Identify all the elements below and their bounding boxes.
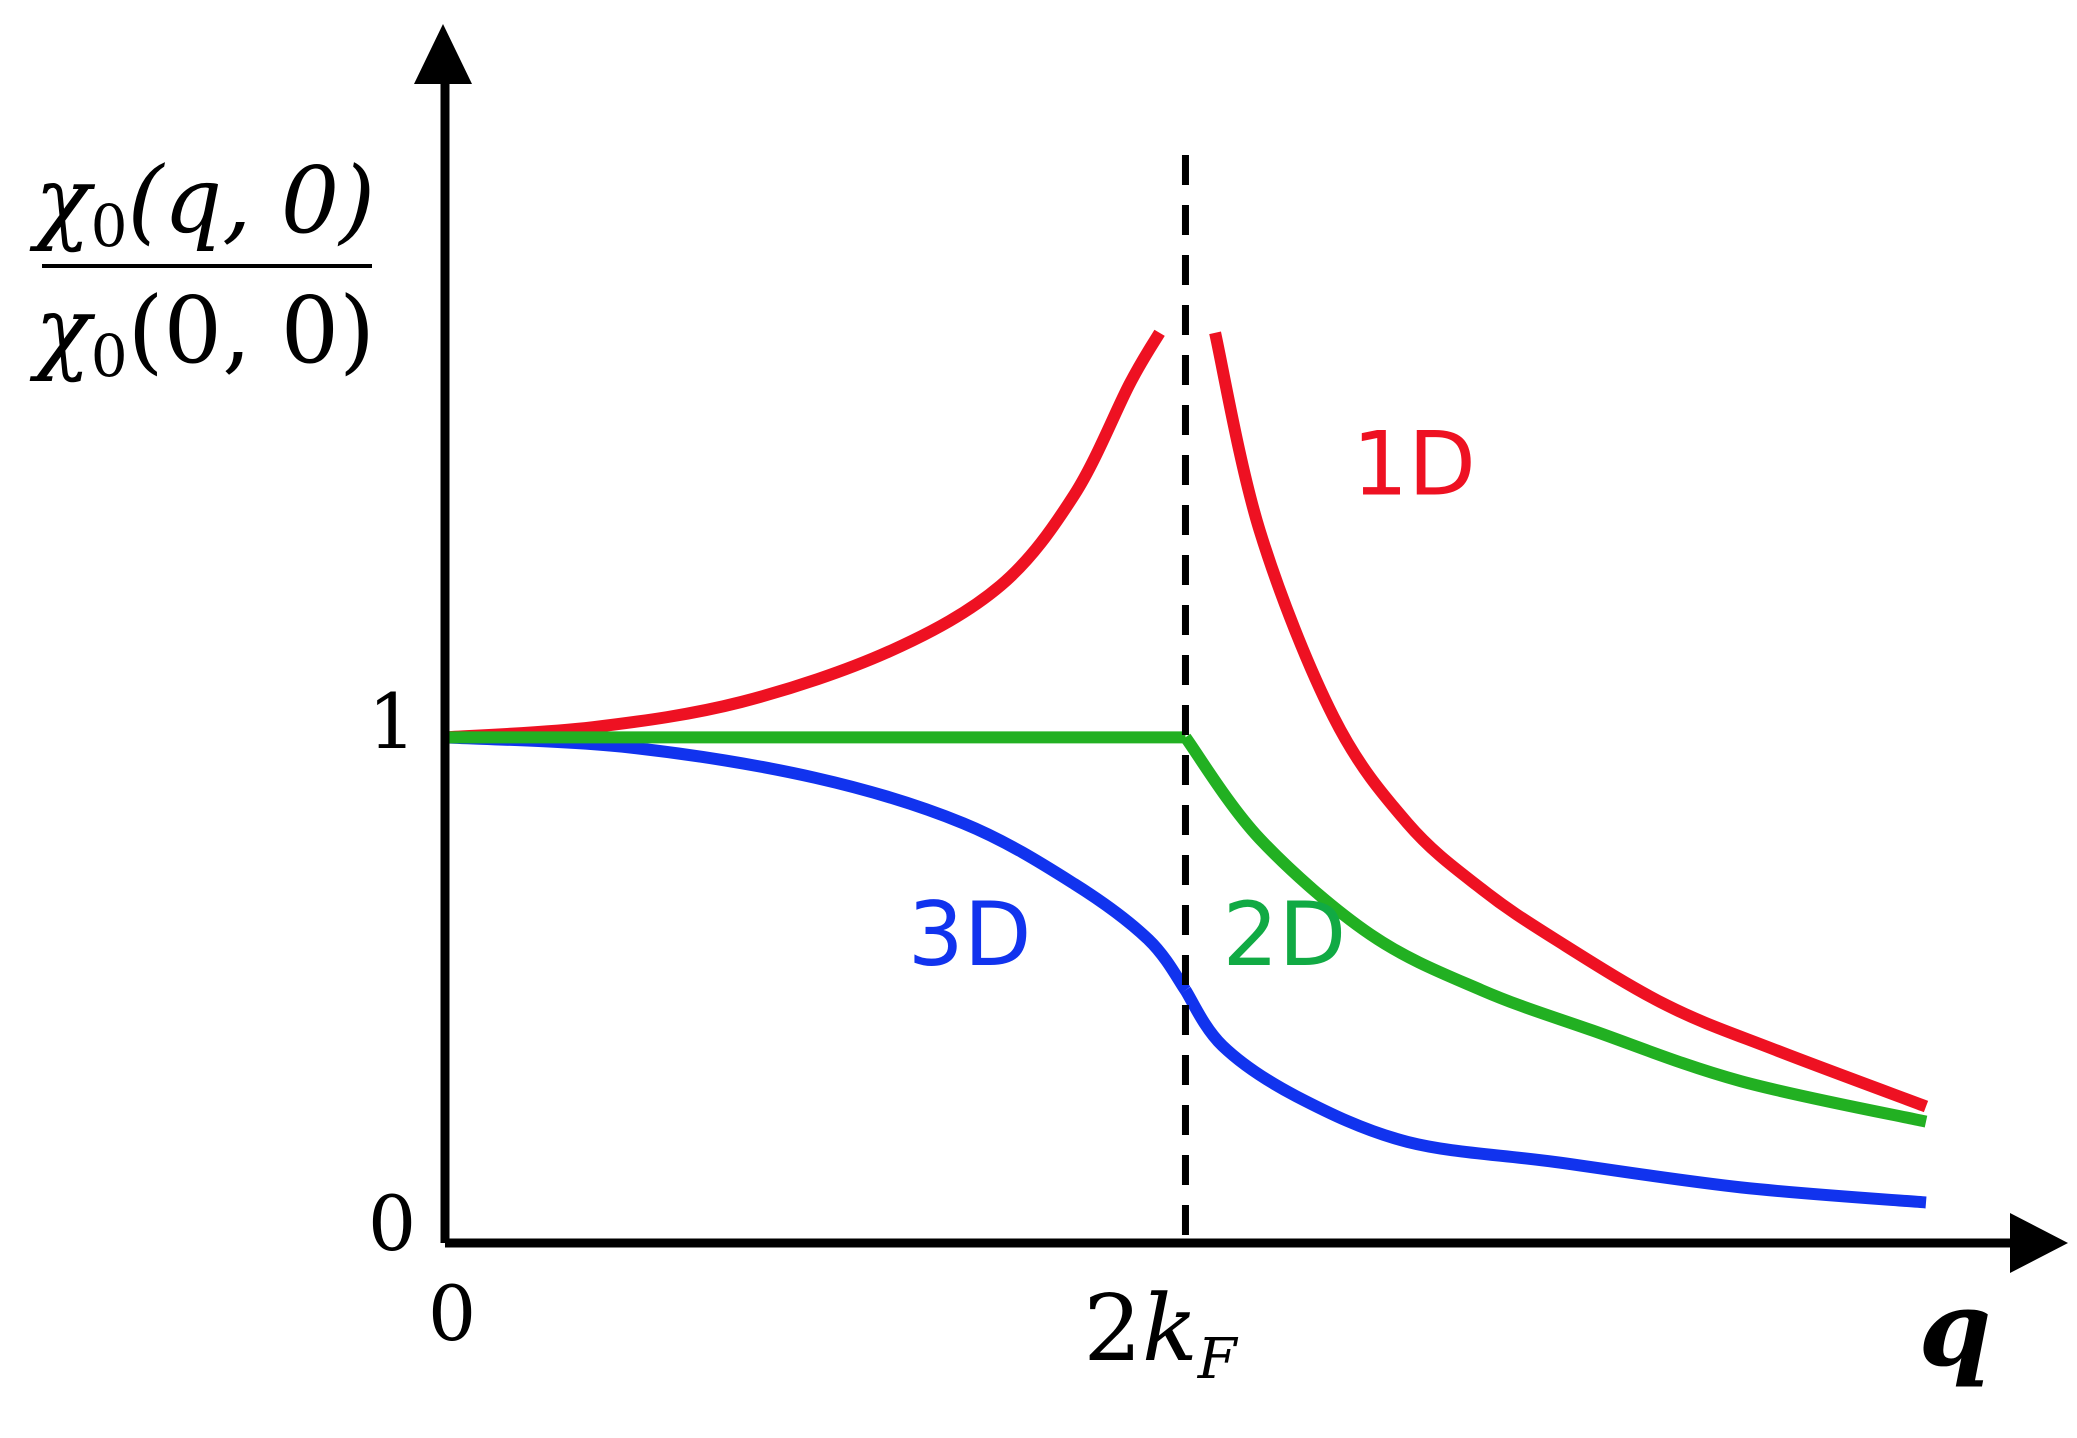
series-1d-line-segment-1 — [444, 329, 1165, 744]
x-axis-arrow — [2010, 1213, 2068, 1273]
y-label-numerator: χ0(q, 0) — [29, 147, 375, 260]
series-3d-line-segment-1 — [444, 731, 1191, 994]
series-labels: 1D 2D 3D — [908, 413, 1476, 986]
series-label-2d: 2D — [1223, 883, 1347, 986]
y-label-denominator: χ0(0, 0) — [29, 277, 375, 390]
x-tick-label-2kf: 2kF — [1083, 1275, 1238, 1392]
x-tick-label-0: 0 — [428, 1269, 476, 1358]
series-3d-line-segment-2 — [1180, 986, 1927, 1209]
y-tick-label-0: 0 — [368, 1179, 416, 1268]
y-tick-label-1: 1 — [368, 677, 416, 766]
y-axis-arrow — [414, 24, 472, 84]
series-2d-line-segment-2 — [1180, 733, 1928, 1128]
y-axis-label: χ0(q, 0) χ0(0, 0) — [29, 147, 375, 390]
x-axis-label: q — [1919, 1267, 1992, 1390]
series-1d-line-segment-2 — [1209, 331, 1929, 1113]
curves — [444, 329, 1929, 1209]
series-label-1d: 1D — [1352, 413, 1476, 516]
series-label-3d: 3D — [908, 883, 1032, 986]
